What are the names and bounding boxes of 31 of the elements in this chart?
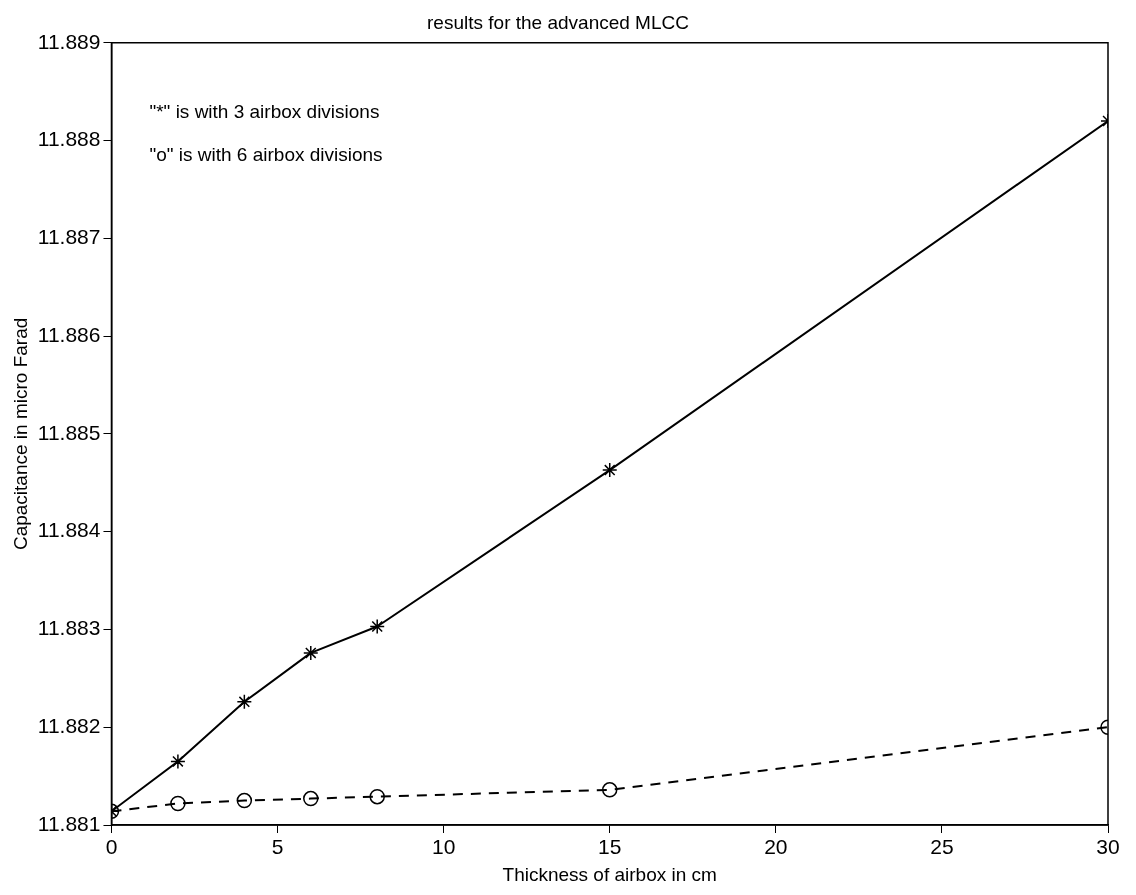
point <box>236 694 253 710</box>
y-tick-label: 11.888 <box>37 127 101 151</box>
x-tick-label: 25 <box>930 835 954 859</box>
point <box>369 788 385 805</box>
x-tick-label: 15 <box>598 835 622 859</box>
x-tick-label: 0 <box>105 835 118 859</box>
y-tick-label: 11.887 <box>37 225 101 249</box>
point <box>236 792 253 809</box>
x-tick-label: 30 <box>1096 835 1120 859</box>
point <box>303 790 319 807</box>
point <box>170 753 186 770</box>
point <box>601 782 618 798</box>
x-axis-title: Thickness of airbox in cm <box>502 863 717 885</box>
chart-title: results for the advanced MLCC <box>427 11 689 33</box>
y-axis-title: Capacitance in micro Farad <box>9 317 31 551</box>
y-tick-label: 11.885 <box>37 420 101 444</box>
annotation: "*" is with 3 airbox divisions <box>149 101 380 123</box>
point <box>170 795 186 812</box>
x-tick-label: 5 <box>271 835 284 859</box>
y-tick-label: 11.886 <box>37 322 101 346</box>
point <box>303 645 319 661</box>
x-tick-label: 10 <box>431 835 456 859</box>
y-tick-label: 11.884 <box>37 518 101 542</box>
point <box>369 618 385 635</box>
y-tick-label: 11.882 <box>37 714 101 738</box>
y-tick-label: 11.889 <box>37 29 101 53</box>
point <box>601 462 618 478</box>
annotation: "o" is with 6 airbox divisions <box>149 144 383 166</box>
y-tick-label: 11.883 <box>37 616 101 640</box>
y-tick-label: 11.881 <box>37 811 101 835</box>
x-tick-label: 20 <box>764 835 788 859</box>
